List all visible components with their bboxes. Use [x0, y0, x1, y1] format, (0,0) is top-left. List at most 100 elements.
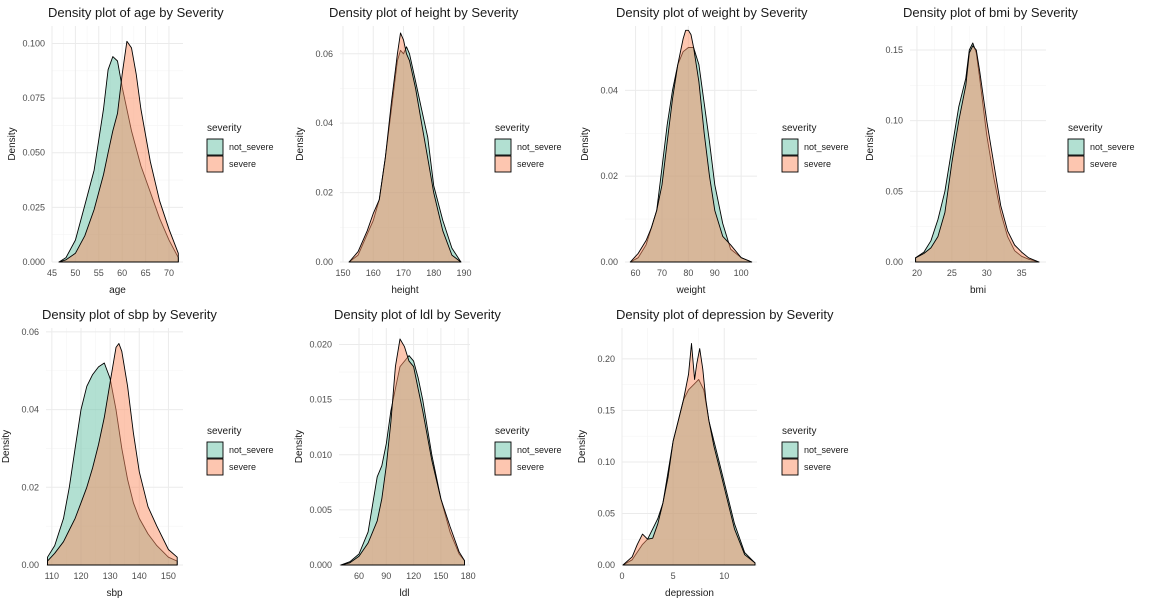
x-tick-label: 0 [619, 571, 624, 581]
x-tick-label: 65 [141, 268, 151, 278]
legend-label-not_severe: not_severe [804, 142, 849, 152]
x-tick-label: 80 [683, 268, 693, 278]
y-axis-label: Density [577, 430, 588, 463]
x-tick-label: 140 [132, 571, 147, 581]
y-tick-label: 0.02 [315, 188, 333, 198]
density-area-severe-height [348, 32, 462, 263]
density-area-severe-ldl [340, 338, 465, 566]
y-tick-label: 0.025 [22, 202, 45, 212]
x-tick-label: 70 [657, 268, 667, 278]
legend-title: severity [782, 426, 816, 437]
legend-key-not_severe [1067, 138, 1085, 156]
y-tick-label: 0.05 [885, 186, 903, 196]
y-tick-label: 0.00 [21, 560, 39, 570]
legend-key-severe [781, 155, 799, 173]
density-area-severe-sbp [47, 343, 178, 566]
legend-label-not_severe: not_severe [804, 445, 849, 455]
y-tick-label: 0.000 [22, 257, 45, 267]
y-tick-label: 0.000 [309, 560, 332, 570]
x-axis-label: height [391, 285, 418, 296]
x-tick-label: 160 [366, 268, 381, 278]
x-tick-label: 190 [456, 268, 471, 278]
x-tick-label: 150 [433, 571, 448, 581]
legend-label-not_severe: not_severe [517, 142, 562, 152]
legend-title: severity [495, 426, 529, 437]
x-tick-label: 55 [94, 268, 104, 278]
x-axis-label: depression [665, 588, 714, 599]
y-axis-label: Density [1, 430, 12, 463]
legend-label-not_severe: not_severe [229, 142, 274, 152]
y-tick-label: 0.00 [315, 257, 333, 267]
legend-key-severe [494, 458, 512, 476]
density-area-severe-bmi [915, 45, 1040, 263]
legend-label-severe: severe [804, 462, 831, 472]
legend-key-not_severe [781, 138, 799, 156]
y-tick-label: 0.15 [597, 405, 615, 415]
legend-title: severity [1068, 123, 1102, 134]
x-tick-label: 90 [710, 268, 720, 278]
x-tick-label: 20 [912, 268, 922, 278]
legend-key-not_severe [206, 441, 224, 459]
y-tick-label: 0.020 [309, 340, 332, 350]
y-tick-label: 0.005 [309, 505, 332, 515]
x-tick-label: 100 [734, 268, 749, 278]
x-tick-label: 180 [461, 571, 476, 581]
y-axis-label: Density [295, 127, 306, 160]
legend-key-not_severe [781, 441, 799, 459]
x-tick-label: 170 [396, 268, 411, 278]
legend-key-severe [206, 458, 224, 476]
legend-title: severity [207, 123, 241, 134]
x-axis-label: bmi [970, 285, 986, 296]
y-tick-label: 0.04 [315, 118, 333, 128]
x-tick-label: 60 [354, 571, 364, 581]
legend-key-severe [494, 155, 512, 173]
chart-title: Density plot of ldl by Severity [334, 307, 501, 322]
x-tick-label: 25 [947, 268, 957, 278]
legend-key-not_severe [494, 138, 512, 156]
x-axis-label: weight [676, 285, 706, 296]
y-tick-label: 0.00 [597, 560, 615, 570]
y-tick-label: 0.00 [885, 257, 903, 267]
x-axis-label: sbp [106, 588, 123, 599]
x-tick-label: 10 [719, 571, 729, 581]
legend-title: severity [782, 123, 816, 134]
y-axis-label: Density [580, 127, 591, 160]
x-tick-label: 110 [45, 571, 59, 581]
chart-title: Density plot of weight by Severity [616, 5, 808, 20]
legend-key-severe [206, 155, 224, 173]
legend-label-not_severe: not_severe [1090, 142, 1135, 152]
legend-key-not_severe [494, 441, 512, 459]
y-axis-label: Density [865, 127, 876, 160]
x-tick-label: 50 [70, 268, 80, 278]
x-tick-label: 60 [117, 268, 127, 278]
y-tick-label: 0.05 [597, 508, 615, 518]
legend-title: severity [207, 426, 241, 437]
legend-label-severe: severe [1090, 159, 1117, 169]
y-tick-label: 0.10 [885, 116, 903, 126]
chart-title: Density plot of height by Severity [329, 5, 519, 20]
x-tick-label: 5 [671, 571, 676, 581]
y-tick-label: 0.10 [597, 457, 615, 467]
legend-label-severe: severe [804, 159, 831, 169]
density-area-severe-weight [629, 29, 753, 263]
chart-title: Density plot of bmi by Severity [903, 5, 1078, 20]
y-tick-label: 0.02 [600, 171, 618, 181]
x-tick-label: 120 [73, 571, 88, 581]
x-axis-label: ldl [399, 588, 409, 599]
x-tick-label: 150 [161, 571, 176, 581]
y-tick-label: 0.06 [21, 327, 39, 337]
x-tick-label: 90 [381, 571, 391, 581]
legend-label-severe: severe [229, 159, 256, 169]
chart-title: Density plot of depression by Severity [616, 307, 834, 322]
legend-key-severe [1067, 155, 1085, 173]
x-tick-label: 60 [631, 268, 641, 278]
x-tick-label: 120 [406, 571, 421, 581]
x-tick-label: 70 [164, 268, 174, 278]
y-tick-label: 0.04 [21, 405, 39, 415]
y-tick-label: 0.06 [315, 49, 333, 59]
x-tick-label: 35 [1017, 268, 1027, 278]
legend-title: severity [495, 123, 529, 134]
chart-title: Density plot of age by Severity [48, 5, 224, 20]
